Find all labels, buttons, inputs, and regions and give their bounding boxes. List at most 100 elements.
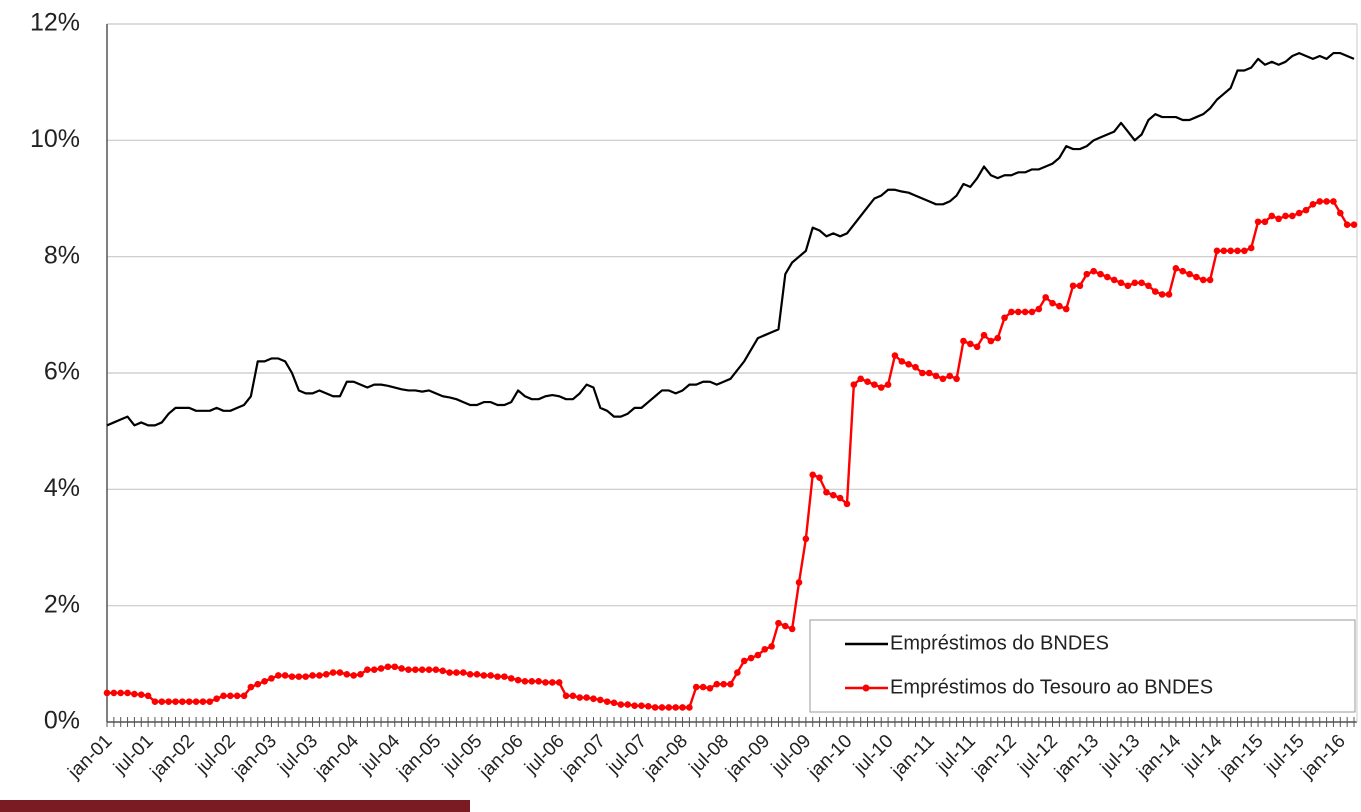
- series-marker: [398, 665, 405, 672]
- series-marker: [179, 698, 186, 705]
- series-marker: [199, 698, 207, 705]
- x-tick-label: jan-01: [64, 731, 117, 784]
- series-marker: [1179, 267, 1187, 275]
- series-marker: [740, 657, 748, 665]
- series-marker: [1247, 244, 1255, 252]
- series-marker: [233, 692, 241, 700]
- series-marker: [288, 673, 296, 680]
- series-marker: [823, 488, 830, 496]
- series-marker: [1268, 212, 1276, 220]
- series-marker: [1042, 294, 1049, 301]
- series-marker: [555, 679, 563, 686]
- series-marker: [487, 672, 494, 679]
- series-marker: [254, 680, 262, 688]
- series-marker: [473, 671, 481, 678]
- series-marker: [802, 535, 810, 543]
- series-marker: [1124, 282, 1132, 290]
- series-line: [106, 51, 1355, 427]
- series-marker: [1158, 291, 1166, 298]
- series-marker: [432, 666, 440, 673]
- series-marker: [747, 654, 755, 662]
- y-tick-label: 8%: [44, 241, 80, 269]
- series-marker: [864, 378, 871, 386]
- series-marker: [809, 471, 817, 479]
- series-marker: [871, 381, 878, 388]
- series-marker: [329, 669, 337, 676]
- series-marker: [597, 696, 604, 704]
- series-marker: [713, 680, 721, 688]
- x-tick-label: jan-04: [310, 730, 363, 783]
- series-marker: [1056, 302, 1063, 310]
- series-marker: [761, 645, 769, 653]
- series-marker: [165, 698, 172, 705]
- series-marker: [309, 672, 316, 679]
- x-tick-label: jan-08: [639, 731, 692, 784]
- series-marker: [672, 704, 679, 711]
- series-marker: [1282, 212, 1289, 220]
- series-marker: [919, 369, 926, 377]
- series-marker: [507, 675, 515, 682]
- legend-label: Empréstimos do Tesouro ao BNDES: [890, 676, 1213, 698]
- series-marker: [891, 352, 899, 359]
- x-tick-label: jan-14: [1132, 730, 1185, 783]
- series-marker: [412, 666, 419, 673]
- x-tick-label: jan-09: [721, 731, 774, 784]
- series-marker: [302, 673, 309, 680]
- series-marker: [185, 698, 193, 705]
- series-marker: [850, 381, 858, 388]
- series-marker: [1213, 247, 1221, 255]
- series-marker: [973, 343, 981, 351]
- series-marker: [692, 683, 700, 691]
- series-marker: [124, 689, 131, 697]
- series-marker: [1330, 198, 1337, 205]
- series-marker: [665, 704, 673, 711]
- y-tick-label: 2%: [44, 590, 80, 618]
- series-marker: [521, 677, 529, 685]
- series-marker: [542, 679, 549, 686]
- legend-marker: [862, 684, 870, 692]
- series-marker: [172, 698, 179, 705]
- series-marker: [843, 500, 851, 508]
- series-marker: [1350, 221, 1358, 228]
- series-marker: [350, 672, 357, 679]
- series-marker: [514, 676, 522, 684]
- series-marker: [480, 672, 488, 679]
- series-marker: [631, 702, 638, 710]
- series-marker: [549, 679, 556, 686]
- series-marker: [453, 669, 460, 676]
- series-marker: [1097, 270, 1104, 278]
- y-tick-label: 12%: [30, 9, 80, 37]
- series-marker: [720, 680, 727, 688]
- series-marker: [1110, 276, 1118, 284]
- series-marker: [137, 691, 145, 698]
- series-marker: [1001, 314, 1008, 322]
- series-marker: [857, 375, 864, 383]
- series-marker: [562, 692, 570, 700]
- x-tick-label: jan-13: [1050, 731, 1103, 784]
- series-marker: [1035, 305, 1043, 313]
- series-marker: [569, 692, 577, 700]
- series-marker: [925, 369, 933, 377]
- series-marker: [1021, 308, 1029, 316]
- series-marker: [638, 702, 645, 710]
- series-marker: [131, 690, 138, 698]
- series-marker: [459, 669, 467, 676]
- series-marker: [829, 491, 837, 499]
- series-marker: [425, 666, 433, 673]
- series-marker: [1316, 198, 1324, 205]
- series-marker: [1028, 308, 1036, 316]
- series-marker: [418, 666, 426, 673]
- legend-box: [809, 619, 1356, 713]
- series-marker: [446, 669, 453, 676]
- x-tick-label: jul-10: [849, 731, 897, 779]
- series-marker: [220, 692, 227, 700]
- series-marker: [535, 677, 542, 685]
- series-marker: [1104, 273, 1111, 281]
- series-marker: [370, 666, 378, 673]
- series-marker: [624, 701, 632, 708]
- series-marker: [1117, 279, 1125, 287]
- series-marker: [1241, 247, 1248, 255]
- series-marker: [898, 358, 906, 365]
- series-marker: [213, 695, 220, 703]
- x-tick-label: jan-16: [1297, 731, 1350, 784]
